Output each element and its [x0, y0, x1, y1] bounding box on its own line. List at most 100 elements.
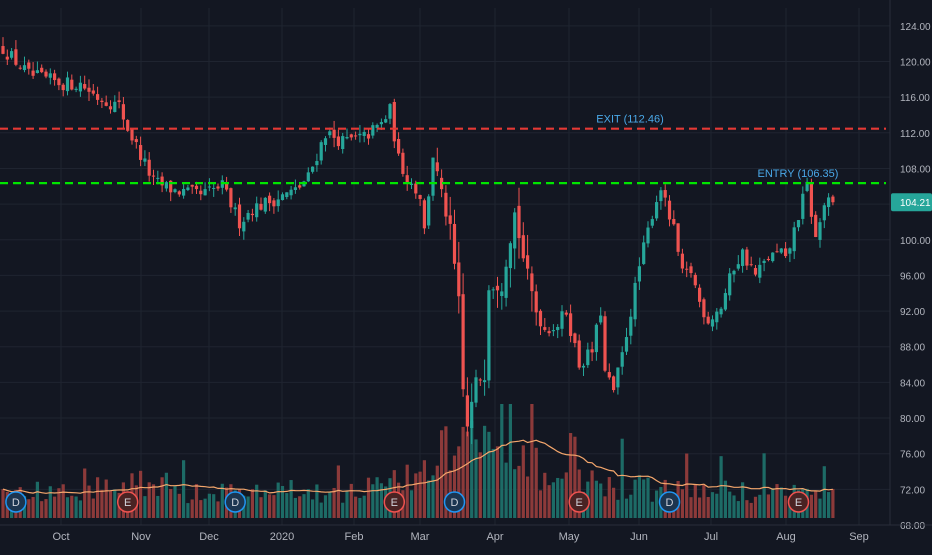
volume-bar: [715, 493, 719, 518]
dividend-event-marker[interactable]: D: [5, 491, 27, 513]
candle: [61, 83, 65, 97]
candle-body: [642, 242, 646, 264]
volume-bar: [78, 500, 82, 518]
candle: [784, 242, 788, 258]
candle-body: [581, 365, 586, 368]
candle: [173, 188, 177, 194]
candle-body: [745, 249, 749, 266]
candle-body: [431, 157, 435, 196]
time-tick-label: Jun: [630, 531, 648, 543]
earnings-event-marker[interactable]: E: [787, 491, 810, 513]
volume-bar: [702, 484, 706, 518]
candle-body: [478, 379, 482, 381]
candle-body: [667, 200, 672, 220]
candle: [646, 221, 650, 248]
candle-body: [18, 67, 22, 69]
price-tick-label: 76.00: [900, 450, 925, 461]
candle-body: [465, 395, 469, 427]
candle-body: [392, 102, 396, 142]
candle-body: [332, 129, 336, 138]
volume-bar: [259, 497, 263, 518]
candle: [388, 102, 392, 125]
volume-bar: [723, 480, 727, 518]
earnings-event-marker[interactable]: E: [116, 491, 139, 513]
volume-bar: [590, 470, 594, 518]
candle: [401, 148, 405, 177]
candle: [220, 175, 224, 195]
price-tick-label: 92.00: [900, 307, 925, 318]
earnings-event-marker[interactable]: E: [568, 491, 590, 513]
event-circle: [568, 491, 590, 513]
candle: [530, 266, 534, 312]
volume-bar: [212, 494, 216, 518]
volume-bar: [220, 483, 224, 518]
candle: [470, 383, 474, 445]
candle-body: [715, 311, 719, 323]
candle: [758, 257, 762, 284]
volume-bar: [444, 426, 448, 518]
volume-bar: [603, 496, 607, 518]
candle-body: [375, 124, 379, 128]
candle: [680, 248, 684, 274]
candle-body: [186, 187, 190, 191]
candle: [809, 178, 813, 224]
volume-bar: [573, 436, 577, 518]
candle: [538, 309, 543, 335]
volume-bar: [517, 465, 521, 518]
candle: [642, 235, 646, 266]
candle: [500, 283, 504, 310]
volume-bar: [646, 477, 650, 518]
time-tick-label: Sep: [849, 531, 869, 543]
candle-body: [573, 333, 577, 344]
volume-bar: [379, 483, 383, 518]
earnings-event-marker[interactable]: E: [383, 491, 406, 513]
candle: [736, 255, 740, 271]
dividend-event-marker[interactable]: D: [224, 491, 246, 513]
candle-body: [121, 104, 125, 120]
price-tick-label: 80.00: [900, 414, 925, 425]
volume-bar: [74, 496, 78, 518]
candle: [405, 165, 409, 191]
candle-body: [784, 248, 788, 257]
event-circle: [383, 491, 406, 513]
volume-bar: [599, 483, 603, 518]
candle: [349, 133, 353, 141]
candle-body: [831, 196, 835, 203]
dividend-event-marker[interactable]: D: [658, 491, 681, 513]
candle: [457, 241, 461, 314]
volume-bar: [35, 481, 39, 518]
candle: [366, 129, 371, 145]
candle: [547, 326, 551, 337]
candle: [31, 62, 35, 79]
volume-ma-line: [2, 439, 833, 494]
volume-bar: [530, 404, 534, 518]
candle: [766, 256, 770, 262]
dividend-event-marker[interactable]: D: [443, 491, 466, 513]
candle-body: [616, 367, 620, 388]
candle-body: [753, 268, 758, 275]
candle: [358, 125, 362, 143]
candle-body: [108, 106, 113, 110]
candle-body: [263, 197, 267, 212]
volume-bar: [521, 445, 525, 518]
candle: [91, 84, 95, 96]
candle: [397, 132, 401, 156]
volume-bar: [366, 477, 371, 518]
candle-body: [775, 251, 779, 253]
candle: [96, 86, 100, 105]
candle-body: [225, 182, 229, 190]
candle: [70, 74, 74, 91]
candle-body: [384, 119, 388, 123]
volume-bar: [156, 495, 160, 518]
candle: [573, 332, 577, 348]
volume-bar: [272, 495, 276, 518]
event-letter: D: [12, 497, 20, 509]
candle-body: [422, 200, 426, 229]
candle: [164, 180, 168, 192]
volume-bar: [306, 489, 310, 518]
candle-body: [474, 377, 478, 403]
event-circle: [658, 491, 681, 513]
candle-body: [319, 142, 323, 161]
